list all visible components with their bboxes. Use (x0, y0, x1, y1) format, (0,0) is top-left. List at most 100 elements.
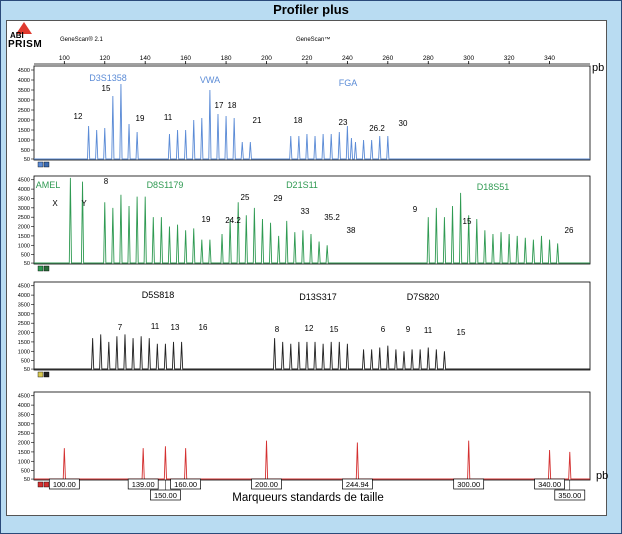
allele-label: 17 (215, 101, 224, 110)
y-tick-label: 2500 (18, 215, 30, 221)
top-axis-tick-label: 200 (261, 55, 272, 62)
allele-label: 26 (565, 226, 574, 235)
window-title: Profiler plus (273, 2, 349, 17)
size-marker-label: 160.00 (174, 480, 197, 489)
trace-green (34, 177, 590, 264)
allele-label: 13 (171, 323, 180, 332)
size-marker-box (342, 478, 373, 490)
size-marker-label: 340.00 (538, 480, 561, 489)
allele-label: 19 (202, 215, 211, 224)
allele-label: 24.2 (225, 216, 241, 225)
allele-label: 12 (305, 324, 314, 333)
trace-blue (34, 83, 590, 160)
allele-label: 8 (275, 325, 280, 334)
allele-label: X (52, 199, 58, 208)
y-tick-label: 1500 (18, 340, 30, 346)
prism-triangle-icon (16, 22, 32, 34)
y-tick-label: 2000 (18, 331, 30, 337)
allele-label: 25 (241, 193, 250, 202)
allele-label: 15 (330, 325, 339, 334)
bottom-unit: pb (596, 470, 608, 482)
y-tick-label: 500 (21, 148, 30, 154)
top-axis-tick-label: 120 (99, 55, 110, 62)
y-tick-label: 1000 (18, 349, 30, 355)
allele-label: 15 (457, 328, 466, 337)
locus-label: D21S11 (286, 180, 318, 190)
y-tick-label: 4000 (18, 293, 30, 299)
top-axis-tick-label: 160 (180, 55, 191, 62)
channel-color-chip (37, 371, 44, 378)
y-tick-label: 1500 (18, 128, 30, 134)
size-marker-box (170, 478, 201, 490)
locus-label: D5S818 (142, 290, 175, 300)
size-marker-label: 150.00 (154, 491, 177, 500)
y-tick-label: 4000 (18, 78, 30, 84)
panel-frame (33, 175, 591, 265)
y-tick-label: 50 (24, 157, 30, 163)
size-marker-label: 244.94 (346, 480, 369, 489)
channel-color-chip (43, 481, 50, 488)
app-version-left: GeneScan® 2.1 (60, 37, 103, 43)
allele-label: Y (81, 199, 87, 208)
allele-label: 15 (463, 217, 472, 226)
top-axis-tick-label: 140 (140, 55, 151, 62)
y-tick-label: 1000 (18, 138, 30, 144)
size-marker-label: 200.00 (255, 480, 278, 489)
allele-label: 11 (151, 322, 160, 331)
y-tick-label: 50 (24, 261, 30, 267)
size-marker-box (150, 489, 181, 501)
locus-label: FGA (339, 78, 358, 88)
abi-prism-logo: ABI PRISM (8, 22, 48, 52)
channel-color-chip (37, 161, 44, 168)
y-tick-label: 4000 (18, 187, 30, 193)
allele-label: 23 (339, 118, 348, 127)
y-tick-label: 50 (24, 367, 30, 373)
top-axis-tick-label: 340 (544, 55, 555, 62)
y-tick-label: 3000 (18, 206, 30, 212)
app-version-right: GeneScan™ (296, 37, 331, 43)
top-axis-unit: pb (592, 62, 604, 74)
top-axis-tick-label: 240 (342, 55, 353, 62)
trace-red (34, 440, 590, 480)
y-tick-label: 4500 (18, 394, 30, 400)
y-tick-label: 3500 (18, 88, 30, 94)
y-tick-label: 3000 (18, 98, 30, 104)
y-tick-label: 3500 (18, 196, 30, 202)
top-axis-tick-label: 280 (423, 55, 434, 62)
allele-label: 11 (164, 113, 173, 122)
channel-color-chip (43, 265, 50, 272)
allele-label: 26.2 (369, 124, 385, 133)
y-tick-label: 3500 (18, 302, 30, 308)
size-marker-label: 350.00 (558, 491, 581, 500)
y-tick-label: 2500 (18, 108, 30, 114)
locus-label: AMEL (36, 180, 61, 190)
channel-color-chip (37, 265, 44, 272)
size-marker-box (534, 478, 565, 490)
logo-text-1: ABI (10, 31, 24, 40)
top-axis-tick-label: 300 (463, 55, 474, 62)
size-marker-box (127, 478, 159, 490)
allele-label: 33 (301, 207, 310, 216)
allele-label: 30 (399, 119, 408, 128)
logo-text-2: PRISM (8, 39, 43, 50)
allele-label: 12 (74, 112, 83, 121)
allele-label: 9 (406, 325, 411, 334)
locus-label: D7S820 (407, 292, 440, 302)
size-marker-box (48, 478, 80, 490)
top-axis-tick-label: 180 (221, 55, 232, 62)
size-standard-caption: Marqueurs standards de taille (232, 492, 384, 504)
y-tick-label: 1000 (18, 243, 30, 249)
allele-label: 7 (118, 323, 123, 332)
y-tick-label: 2000 (18, 225, 30, 231)
top-axis-tick-label: 100 (59, 55, 70, 62)
size-marker-label: 100.00 (53, 480, 76, 489)
channel-color-chip (43, 161, 50, 168)
y-tick-label: 50 (24, 477, 30, 483)
locus-label: VWA (200, 75, 220, 85)
y-tick-label: 500 (21, 359, 30, 365)
allele-label: 29 (274, 194, 283, 203)
top-axis-tick-label: 320 (504, 55, 515, 62)
y-tick-label: 500 (21, 469, 30, 475)
y-tick-label: 2500 (18, 321, 30, 327)
